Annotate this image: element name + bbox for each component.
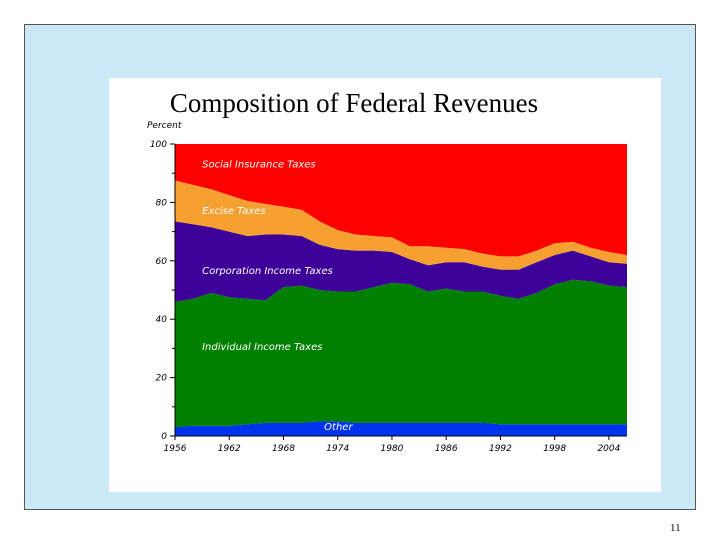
band-label-other: Other [324, 422, 353, 433]
area-social-insurance-taxes [175, 144, 627, 257]
x-tick-label: 1998 [543, 444, 566, 454]
band-label-social-insurance-taxes: Social Insurance Taxes [202, 159, 316, 170]
y-axis-label: Percent [147, 121, 182, 131]
y-tick-label: 60 [156, 257, 168, 267]
chart-title: Composition of Federal Revenues [170, 88, 538, 118]
axes: 0 20 40 60 80 100 1956 1962 1968 1974 1980 1986 1992… [150, 140, 627, 454]
chart: Composition of Federal Revenues Percent … [147, 88, 627, 454]
area-layers [175, 144, 627, 436]
y-tick-label: 100 [150, 140, 167, 150]
x-tick-label: 1980 [381, 444, 404, 454]
area-other [175, 421, 627, 436]
area-individual-income-taxes [175, 279, 627, 428]
x-tick-label: 1968 [272, 444, 295, 454]
y-tick-label: 20 [156, 374, 168, 384]
y-tick-label: 40 [156, 315, 168, 325]
x-tick-label: 1956 [164, 444, 187, 454]
chart-card: Composition of Federal Revenues Percent … [109, 78, 661, 492]
x-tick-label: 1962 [218, 444, 241, 454]
band-label-individual-income-taxes: Individual Income Taxes [202, 342, 322, 353]
x-tick-label: 1992 [489, 444, 512, 454]
y-tick-label: 0 [161, 432, 167, 442]
band-label-excise-taxes: Excise Taxes [202, 206, 266, 217]
x-tick-label: 1974 [326, 444, 349, 454]
area-corporation-income-taxes [175, 221, 627, 302]
y-tick-label: 80 [156, 198, 168, 208]
area-excise-taxes [175, 180, 627, 270]
band-labels: Other Individual Income Taxes Corporation … [202, 159, 353, 433]
page-number: 11 [670, 522, 681, 534]
x-tick-label: 1986 [435, 444, 458, 454]
x-tick-label: 2004 [597, 444, 620, 454]
band-label-corporation-income-taxes: Corporation Income Taxes [202, 266, 333, 277]
slide-panel: Composition of Federal Revenues Percent … [24, 24, 696, 510]
